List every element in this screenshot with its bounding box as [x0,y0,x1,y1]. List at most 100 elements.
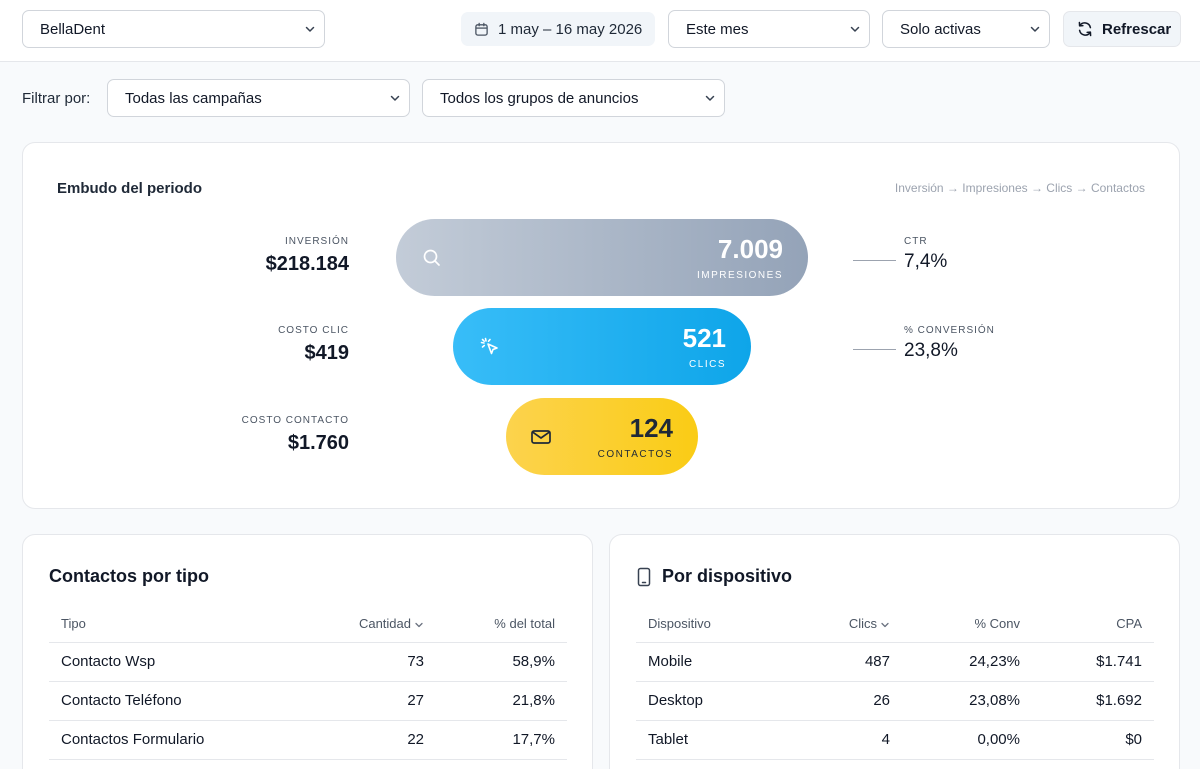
cell-quantity: 22 [286,720,436,760]
funnel-stage-clicks: 521 CLICS [453,308,751,385]
funnel-card: Embudo del periodo Inversión → Impresion… [22,142,1180,509]
sort-chevron-icon [414,620,424,630]
cell-device: Mobile [636,642,802,682]
chevron-down-icon [704,92,716,104]
account-select-value: BellaDent [40,20,106,38]
account-select[interactable]: BellaDent [22,10,325,48]
column-header-cpa[interactable]: CPA [1032,606,1154,643]
metric-label: COSTO CONTACTO [241,415,349,426]
cell-conversion: 23,08% [902,681,1032,721]
stage-value: 521 [682,323,726,353]
cell-quantity: 27 [286,681,436,721]
card-title: Contactos por tipo [49,566,209,586]
stage-value: 7.009 [717,234,783,264]
refresh-button[interactable]: Refrescar [1063,11,1181,47]
adgroups-select[interactable]: Todos los grupos de anuncios [422,79,725,117]
cell-percent: 17,7% [436,720,567,760]
refresh-icon [1076,20,1094,38]
cell-clicks: 487 [802,642,902,682]
date-range-text: 1 may – 16 may 2026 [498,20,643,38]
cell-clicks: 26 [802,681,902,721]
campaigns-select-value: Todas las campañas [125,89,262,107]
period-select-value: Este mes [686,20,749,38]
chevron-down-icon [304,23,316,35]
cell-device: Desktop [636,681,802,721]
status-select-value: Solo activas [900,20,981,38]
cell-type: Contactos Formulario [49,720,286,760]
contacts-by-type-table: Tipo Cantidad % del total Contacto Wsp 7… [49,606,567,760]
column-header-percent-total[interactable]: % del total [436,606,567,643]
metric-cost-per-click: COSTO CLIC $419 [278,325,349,365]
card-title-row: Por dispositivo [636,566,792,587]
cursor-click-icon [479,336,501,358]
metric-ctr: CTR 7,4% [853,236,947,273]
cell-percent: 58,9% [436,642,567,682]
table-row: Contactos Formulario 22 17,7% [49,720,567,760]
funnel-stage-contacts: 124 CONTACTOS [506,398,698,475]
metric-value: 7,4% [904,251,948,272]
period-select[interactable]: Este mes [668,10,870,48]
metric-value: 23,8% [904,340,958,361]
cell-type: Contacto Wsp [49,642,286,682]
table-row: Contacto Teléfono 27 21,8% [49,681,567,721]
metric-label: COSTO CLIC [278,325,349,336]
cell-device: Tablet [636,720,802,760]
metric-label: % CONVERSIÓN [904,325,995,336]
adgroups-select-value: Todos los grupos de anuncios [440,89,639,107]
status-select[interactable]: Solo activas [882,10,1050,48]
top-bar: BellaDent 1 may – 16 may 2026 Este mes S… [0,0,1200,62]
search-icon [422,248,442,268]
smartphone-icon [636,567,652,587]
stage-label: IMPRESIONES [697,270,783,281]
funnel-path: Inversión → Impresiones → Clics → Contac… [894,181,1145,195]
by-device-table: Dispositivo Clics % Conv CPA Mobile 487 … [636,606,1154,760]
card-title: Por dispositivo [662,566,793,586]
chevron-down-icon [389,92,401,104]
metric-label: CTR [904,236,928,247]
column-header-quantity[interactable]: Cantidad [286,606,436,643]
date-range-picker[interactable]: 1 may – 16 may 2026 [461,12,655,46]
cell-cpa: $1.692 [1032,681,1154,721]
metric-cost-per-contact: COSTO CONTACTO $1.760 [242,415,349,455]
contacts-by-type-card: Contactos por tipo Tipo Cantidad % del t… [22,534,593,769]
column-header-clicks[interactable]: Clics [802,606,902,643]
table-row: Mobile 487 24,23% $1.741 [636,642,1154,682]
chevron-down-icon [1029,23,1041,35]
mail-icon [530,428,552,446]
metric-value: $1.760 [287,432,349,454]
connector-line [853,349,896,350]
filter-label: Filtrar por: [22,90,91,107]
cell-type: Contacto Teléfono [49,681,286,721]
metric-conversion: % CONVERSIÓN 23,8% [853,325,995,362]
table-row: Desktop 26 23,08% $1.692 [636,681,1154,721]
refresh-button-label: Refrescar [1102,20,1172,38]
stage-value: 124 [629,413,673,443]
cell-conversion: 0,00% [902,720,1032,760]
metric-value: $218.184 [265,253,349,275]
cell-percent: 21,8% [436,681,567,721]
by-device-card: Por dispositivo Dispositivo Clics % Conv… [609,534,1180,769]
campaigns-select[interactable]: Todas las campañas [107,79,410,117]
table-row: Tablet 4 0,00% $0 [636,720,1154,760]
table-header-row: Dispositivo Clics % Conv CPA [636,606,1154,643]
sort-chevron-icon [880,620,890,630]
column-header-type[interactable]: Tipo [49,606,286,643]
table-row: Contacto Wsp 73 58,9% [49,642,567,682]
funnel-stage-impressions: 7.009 IMPRESIONES [396,219,808,296]
cell-conversion: 24,23% [902,642,1032,682]
connector-line [853,260,896,261]
chevron-down-icon [849,23,861,35]
metric-label: INVERSIÓN [284,236,349,247]
metric-investment: INVERSIÓN $218.184 [266,236,349,276]
column-header-conversion[interactable]: % Conv [902,606,1032,643]
table-header-row: Tipo Cantidad % del total [49,606,567,643]
cell-cpa: $1.741 [1032,642,1154,682]
funnel-title: Embudo del periodo [57,180,202,197]
calendar-icon [474,22,489,37]
stage-label: CONTACTOS [597,449,673,460]
metric-value: $419 [304,342,350,364]
cell-cpa: $0 [1032,720,1154,760]
stage-label: CLICS [689,359,726,370]
column-header-device[interactable]: Dispositivo [636,606,802,643]
cell-quantity: 73 [286,642,436,682]
